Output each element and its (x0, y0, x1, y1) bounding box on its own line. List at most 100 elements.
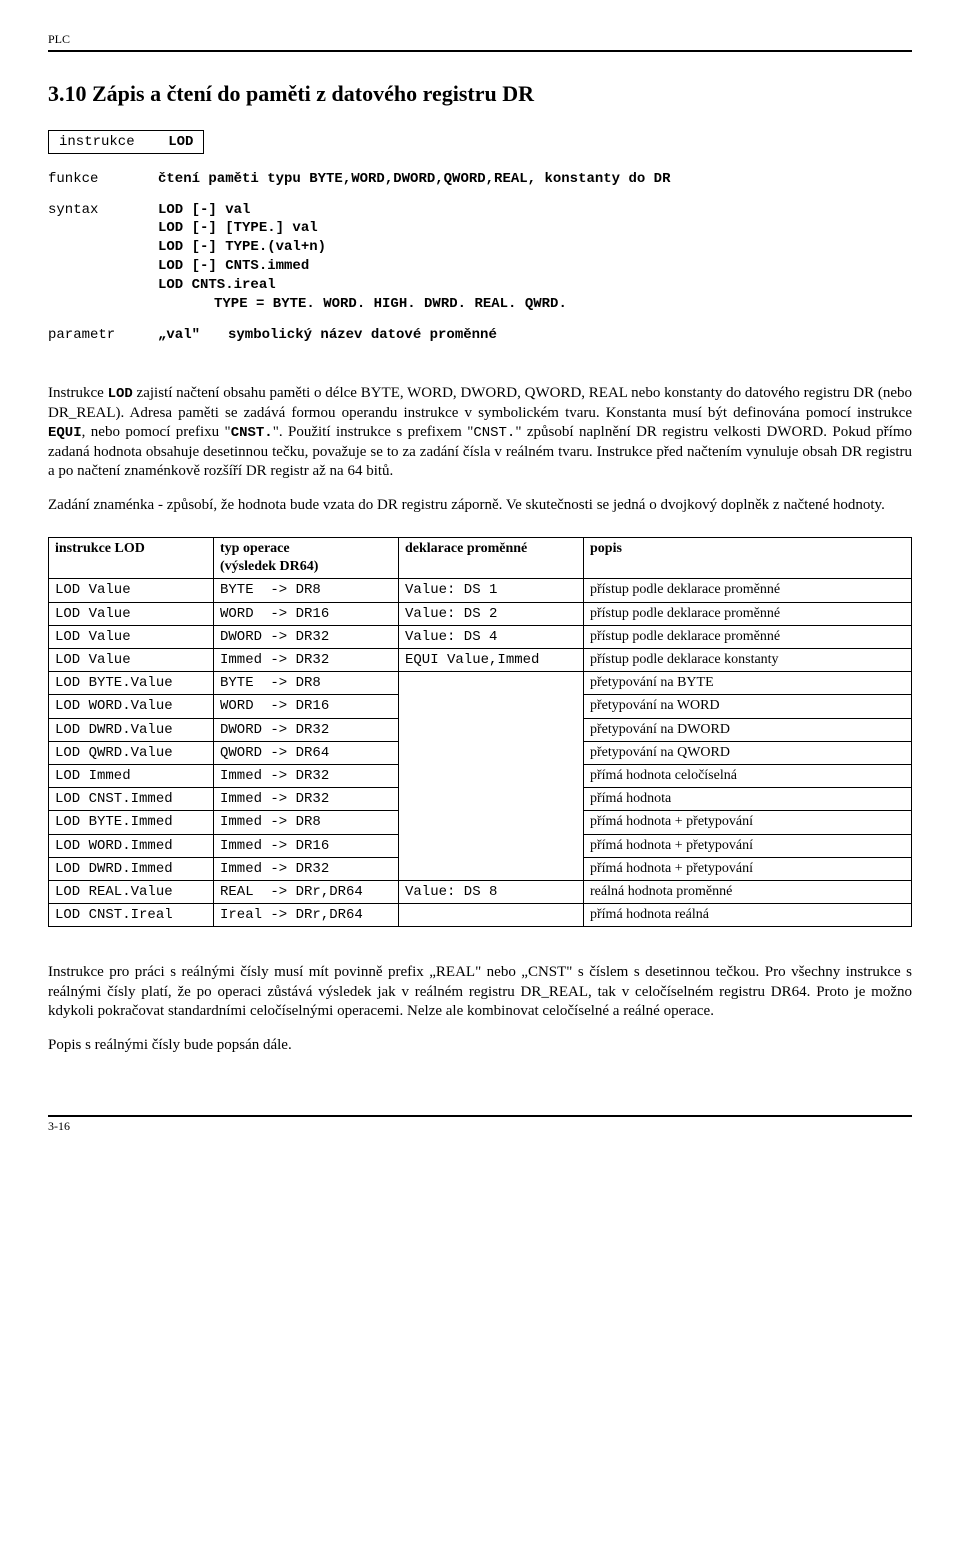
paragraph-4: Popis s reálnými čísly bude popsán dále. (48, 1036, 912, 1056)
table-cell: Immed -> DR32 (214, 857, 399, 880)
table-cell (399, 904, 584, 927)
table-cell: přístup podle deklarace proměnné (584, 579, 912, 602)
th-2: deklarace proměnné (399, 538, 584, 579)
table-cell: přímá hodnota + přetypování (584, 811, 912, 834)
table-cell (399, 718, 584, 741)
table-cell (399, 811, 584, 834)
table-cell: QWORD -> DR64 (214, 741, 399, 764)
param-label: parametr (48, 326, 158, 344)
table-cell: přístup podle deklarace konstanty (584, 649, 912, 672)
instruction-box-label: instrukce (59, 134, 135, 150)
table-cell: WORD -> DR16 (214, 695, 399, 718)
para-1-code2: EQUI (48, 425, 82, 441)
table-row: LOD DWRD.ValueDWORD -> DR32 přetypování n… (49, 718, 912, 741)
funkce-label: funkce (48, 170, 158, 188)
table-row: LOD BYTE.ValueBYTE -> DR8přetypování na … (49, 672, 912, 695)
table-cell: přímá hodnota celočíselná (584, 764, 912, 787)
table-cell: přímá hodnota + přetypování (584, 834, 912, 857)
header-left: PLC (48, 32, 70, 46)
table-cell: LOD BYTE.Immed (49, 811, 214, 834)
syntax-lines: LOD [-] val LOD [-] [TYPE.] val LOD [-] … (158, 201, 912, 314)
table-row: LOD DWRD.ImmedImmed -> DR32přímá hodnota… (49, 857, 912, 880)
table-cell: LOD WORD.Value (49, 695, 214, 718)
table-row: LOD ValueImmed -> DR32EQUI Value,Immedpř… (49, 649, 912, 672)
funkce-value: čtení paměti typu BYTE,WORD,DWORD,QWORD,… (158, 171, 670, 187)
th-3: popis (584, 538, 912, 579)
table-row: LOD ValueDWORD -> DR32Value: DS 4přístup… (49, 625, 912, 648)
table-cell: LOD DWRD.Value (49, 718, 214, 741)
table-cell (399, 672, 584, 695)
paragraph-1: Instrukce LOD zajistí načtení obsahu pam… (48, 384, 912, 482)
table-cell: LOD QWRD.Value (49, 741, 214, 764)
table-cell (399, 788, 584, 811)
table-cell: LOD CNST.Immed (49, 788, 214, 811)
th-2-text: deklarace proměnné (405, 541, 527, 556)
table-header-row: instrukce LOD typ operace(výsledek DR64)… (49, 538, 912, 579)
para-1-code4: CNST. (473, 425, 515, 441)
para-1-b: zajistí načtení obsahu paměti o délce BY… (48, 385, 912, 421)
para-1-c: , nebo pomocí prefixu " (82, 424, 231, 440)
table-cell: LOD Value (49, 649, 214, 672)
table-cell (399, 741, 584, 764)
table-cell (399, 834, 584, 857)
table-cell: přetypování na QWORD (584, 741, 912, 764)
paragraph-3: Instrukce pro práci s reálnými čísly mus… (48, 963, 912, 1022)
table-row: LOD CNST.ImmedImmed -> DR32 přímá hodnota (49, 788, 912, 811)
table-cell: REAL -> DRr,DR64 (214, 880, 399, 903)
table-cell: reálná hodnota proměnné (584, 880, 912, 903)
paragraph-2: Zadání znaménka - způsobí, že hodnota bu… (48, 496, 912, 516)
syntax-line-0: LOD [-] val (158, 202, 250, 218)
table-cell: DWORD -> DR32 (214, 718, 399, 741)
param-desc: symbolický název datové proměnné (228, 327, 497, 343)
table-cell: Immed -> DR32 (214, 764, 399, 787)
table-row: LOD QWRD.ValueQWORD -> DR64 přetypování n… (49, 741, 912, 764)
syntax-line-1: LOD [-] [TYPE.] val (158, 220, 318, 236)
table-row: LOD CNST.IrealIreal -> DRr,DR64přímá hod… (49, 904, 912, 927)
table-row: LOD REAL.ValueREAL -> DRr,DR64Value: DS … (49, 880, 912, 903)
syntax-line-4: LOD CNTS.ireal (158, 277, 276, 293)
table-cell: Immed -> DR32 (214, 788, 399, 811)
table-cell: Value: DS 8 (399, 880, 584, 903)
table-cell (399, 764, 584, 787)
syntax-line-3: LOD [-] CNTS.immed (158, 258, 309, 274)
table-cell: přetypování na WORD (584, 695, 912, 718)
th-0: instrukce LOD (49, 538, 214, 579)
table-cell: přetypování na BYTE (584, 672, 912, 695)
definitions-block: funkce čtení paměti typu BYTE,WORD,DWORD… (48, 170, 912, 344)
table-cell (399, 857, 584, 880)
table-cell: LOD WORD.Immed (49, 834, 214, 857)
table-cell: Value: DS 1 (399, 579, 584, 602)
table-cell: Value: DS 4 (399, 625, 584, 648)
table-cell: LOD Immed (49, 764, 214, 787)
table-row: LOD WORD.ImmedImmed -> DR16 přímá hodnota… (49, 834, 912, 857)
table-body: LOD ValueBYTE -> DR8Value: DS 1přístup p… (49, 579, 912, 927)
syntax-line-2: LOD [-] TYPE.(val+n) (158, 239, 326, 255)
th-1: typ operace(výsledek DR64) (214, 538, 399, 579)
para-1-code3: CNST. (231, 425, 273, 441)
table-cell: WORD -> DR16 (214, 602, 399, 625)
table-row: LOD WORD.ValueWORD -> DR16 přetypování na… (49, 695, 912, 718)
table-cell: přístup podle deklarace proměnné (584, 602, 912, 625)
page-header: PLC (48, 32, 912, 52)
table-cell: Immed -> DR32 (214, 649, 399, 672)
table-cell: LOD REAL.Value (49, 880, 214, 903)
para-1-a: Instrukce (48, 385, 108, 401)
table-cell: LOD Value (49, 602, 214, 625)
table-cell: LOD CNST.Ireal (49, 904, 214, 927)
table-cell: přímá hodnota + přetypování (584, 857, 912, 880)
table-cell: LOD BYTE.Value (49, 672, 214, 695)
table-cell (399, 695, 584, 718)
table-cell: přímá hodnota (584, 788, 912, 811)
table-cell: Immed -> DR8 (214, 811, 399, 834)
table-cell: Immed -> DR16 (214, 834, 399, 857)
table-row: LOD ValueBYTE -> DR8Value: DS 1přístup p… (49, 579, 912, 602)
section-title: 3.10 Zápis a čtení do paměti z datového … (48, 80, 912, 109)
table-cell: přetypování na DWORD (584, 718, 912, 741)
th-3-text: popis (590, 541, 622, 556)
footer-text: 3-16 (48, 1119, 70, 1133)
syntax-label: syntax (48, 201, 158, 314)
instruction-box: instrukce LOD (48, 130, 204, 154)
table-cell: LOD Value (49, 625, 214, 648)
table-cell: přímá hodnota reálná (584, 904, 912, 927)
para-1-code: LOD (108, 386, 133, 402)
